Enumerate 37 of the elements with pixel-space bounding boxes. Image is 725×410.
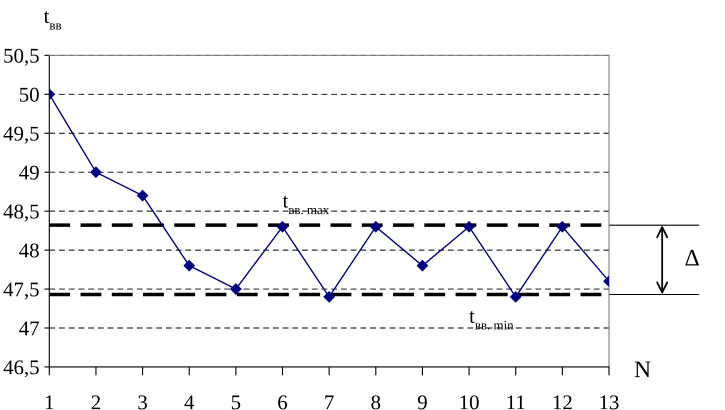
point xyxy=(416,260,428,272)
y-tick-label: 48 xyxy=(19,243,39,258)
point xyxy=(324,291,335,302)
x-tick-label: 13 xyxy=(600,395,619,410)
y-tick-label: 47,5 xyxy=(4,282,39,300)
x-tick-label: 10 xyxy=(460,395,479,410)
x-tick-label: 3 xyxy=(138,395,147,410)
y-tick-label: 46,5 xyxy=(4,360,39,378)
y-tick-label: 48,5 xyxy=(4,204,39,222)
point xyxy=(463,221,475,232)
point xyxy=(370,221,382,232)
y-tick-label: 49,5 xyxy=(4,126,39,144)
point xyxy=(230,283,242,295)
y-tick-label: 50 xyxy=(20,88,39,102)
x-tick-label: 8 xyxy=(371,395,380,410)
text: Δ xyxy=(685,250,699,266)
x-tick-label: 11 xyxy=(508,395,524,410)
x-tick-label: 5 xyxy=(232,396,240,410)
x-tick-label: 7 xyxy=(325,396,334,410)
x-tick-label: 2 xyxy=(92,395,100,410)
point xyxy=(556,221,568,232)
y-tick-label: 47 xyxy=(19,322,39,336)
y-axis-title: tвв xyxy=(44,11,62,30)
ref-line-label: tвв. max xyxy=(282,196,330,214)
point xyxy=(510,291,522,302)
x-tick-label: 6 xyxy=(278,395,288,410)
x-tick-label: 9 xyxy=(418,395,427,410)
point xyxy=(90,166,102,178)
point xyxy=(276,221,288,232)
x-tick-label: 4 xyxy=(184,395,194,410)
x-tick-label: 12 xyxy=(554,395,572,410)
point xyxy=(184,260,195,272)
x-axis-title: N xyxy=(634,362,651,378)
y-tick-label: 50,5 xyxy=(4,48,39,66)
y-tick-label: 49 xyxy=(19,166,39,180)
point xyxy=(136,190,148,202)
x-tick-label: 1 xyxy=(46,395,54,410)
